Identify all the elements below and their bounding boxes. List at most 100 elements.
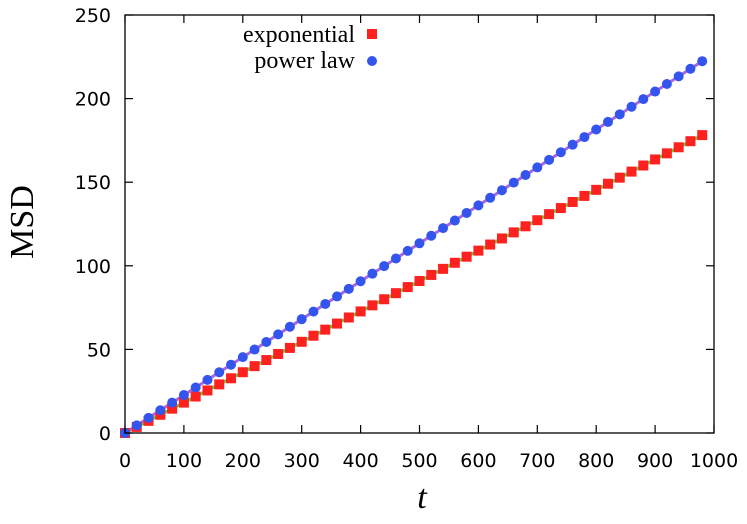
data-point <box>155 405 166 416</box>
data-point <box>367 268 378 279</box>
data-point <box>226 373 237 384</box>
data-point <box>367 300 378 311</box>
data-point <box>131 420 142 431</box>
data-point <box>591 124 602 135</box>
data-point <box>296 336 307 347</box>
data-point <box>379 261 390 272</box>
x-tick-label: 500 <box>401 450 437 472</box>
data-point <box>190 391 201 402</box>
series-exponential <box>120 130 708 438</box>
data-point <box>414 238 425 249</box>
data-point <box>402 245 413 256</box>
data-point <box>284 321 295 332</box>
data-point <box>296 314 307 325</box>
data-point <box>661 78 672 89</box>
x-tick-label: 100 <box>166 450 202 472</box>
data-point <box>508 177 519 188</box>
data-point <box>579 190 590 201</box>
y-tick-label: 200 <box>75 89 111 111</box>
tick-labels: 0 100 200 300 400 500 600 700 800 900 1000 0 50 100 15… <box>75 5 738 472</box>
data-point <box>143 412 154 423</box>
data-point <box>673 71 684 82</box>
data-point <box>249 361 260 372</box>
y-tick-label: 0 <box>99 423 111 445</box>
data-point <box>167 403 178 414</box>
data-point <box>473 200 484 211</box>
data-point <box>438 263 449 274</box>
x-tick-label: 300 <box>284 450 320 472</box>
data-point <box>237 352 248 363</box>
data-point <box>261 336 272 347</box>
data-point <box>638 160 649 171</box>
data-point <box>214 367 225 378</box>
data-point <box>426 230 437 241</box>
x-tick-label: 200 <box>225 450 261 472</box>
data-point <box>273 329 284 340</box>
legend-label-exponential: exponential <box>243 22 355 48</box>
data-point <box>308 306 319 317</box>
data-point <box>544 154 555 165</box>
data-point <box>650 154 661 165</box>
data-point <box>544 209 555 220</box>
data-point <box>390 288 401 299</box>
data-point <box>214 379 225 390</box>
x-tick-label: 600 <box>460 450 496 472</box>
legend-marker-exponential <box>367 29 377 39</box>
data-point <box>697 56 708 67</box>
x-axis-title: t <box>417 479 428 516</box>
data-point <box>650 86 661 97</box>
ticks <box>124 14 715 434</box>
data-point <box>308 330 319 341</box>
data-point <box>167 397 178 408</box>
data-point <box>402 282 413 293</box>
data-point <box>237 367 248 378</box>
data-point <box>555 147 566 158</box>
legend: exponential power law <box>243 22 377 74</box>
data-point <box>343 312 354 323</box>
data-point <box>202 385 213 396</box>
data-point <box>602 178 613 189</box>
data-point <box>390 253 401 264</box>
data-point <box>320 324 331 335</box>
data-point <box>461 207 472 218</box>
y-axis-title: MSD <box>4 185 41 259</box>
plot-frame <box>124 14 715 434</box>
data-point <box>638 94 649 105</box>
data-point <box>343 283 354 294</box>
legend-label-power-law: power law <box>254 48 355 74</box>
data-point <box>355 276 366 287</box>
data-point <box>567 196 578 207</box>
data-point <box>579 132 590 143</box>
data-point <box>567 139 578 150</box>
data-point <box>685 136 696 147</box>
data-point <box>532 215 543 226</box>
data-point <box>591 184 602 195</box>
data-point <box>485 192 496 203</box>
data-point <box>178 397 189 408</box>
data-point <box>602 116 613 127</box>
data-point <box>332 291 343 302</box>
data-point <box>249 344 260 355</box>
data-point <box>355 306 366 317</box>
data-point <box>626 101 637 112</box>
data-point <box>520 170 531 181</box>
legend-marker-power-law <box>367 56 377 66</box>
data-point <box>449 215 460 226</box>
data-point <box>473 245 484 256</box>
x-tick-label: 400 <box>342 450 378 472</box>
data-point <box>520 221 531 232</box>
data-point <box>284 342 295 353</box>
series-power-law <box>120 56 708 438</box>
data-point <box>485 239 496 250</box>
data-point <box>661 148 672 159</box>
data-point <box>332 318 343 329</box>
y-tick-label: 150 <box>75 172 111 194</box>
x-tick-label: 900 <box>637 450 673 472</box>
data-point <box>178 390 189 401</box>
x-tick-label: 1000 <box>690 450 738 472</box>
y-tick-label: 250 <box>75 5 111 27</box>
data-point <box>614 109 625 120</box>
data-point <box>626 166 637 177</box>
data-point <box>438 223 449 234</box>
data-points <box>120 56 708 438</box>
